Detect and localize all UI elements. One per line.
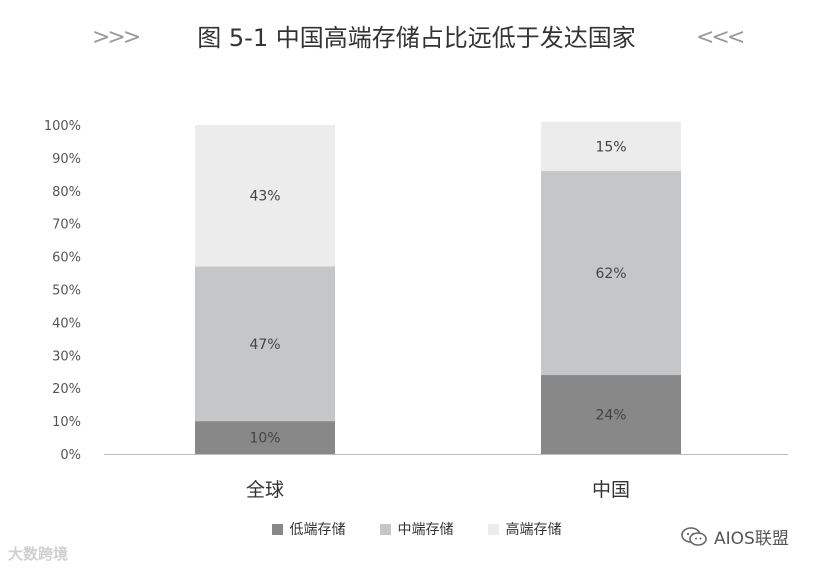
y-tick-label: 30% — [52, 349, 81, 364]
legend-swatch — [379, 523, 391, 535]
title-bar: >>> 图 5-1 中国高端存储占比远低于发达国家 <<< — [0, 18, 833, 58]
bar-segment — [541, 375, 681, 454]
legend: 低端存储 中端存储 高端存储 — [0, 519, 833, 539]
x-category-label: 中国 — [592, 479, 630, 501]
y-tick-label: 70% — [52, 218, 81, 233]
bar-segment — [195, 266, 335, 422]
legend-item: 中端存储 — [379, 519, 454, 539]
y-tick-label: 100% — [44, 119, 81, 134]
watermark-left: 大数跨境 — [8, 545, 69, 563]
legend-label: 中端存储 — [397, 522, 454, 538]
chart-title: 图 5-1 中国高端存储占比远低于发达国家 — [197, 24, 636, 52]
y-tick-label: 0% — [60, 448, 81, 463]
data-label: 24% — [595, 408, 626, 424]
wechat-icon — [681, 526, 707, 546]
bar-segment — [195, 125, 335, 267]
data-label: 15% — [595, 139, 626, 155]
x-axis-labels: 全球 中国 — [246, 479, 630, 501]
y-tick-label: 60% — [52, 251, 81, 266]
title-decoration-right: <<< — [696, 25, 745, 50]
bar-segment — [541, 171, 681, 376]
legend-swatch — [271, 523, 283, 535]
y-tick-label: 40% — [52, 316, 81, 331]
data-label: 47% — [249, 337, 280, 353]
legend-label: 高端存储 — [505, 522, 562, 538]
legend-item: 低端存储 — [271, 519, 346, 539]
legend-label: 低端存储 — [289, 522, 346, 538]
bars-group: 10% 47% 43% 24% 62% 15% — [195, 121, 681, 454]
data-label: 10% — [249, 431, 280, 447]
y-tick-label: 80% — [52, 185, 81, 200]
y-tick-label: 10% — [52, 415, 81, 430]
watermark-right: AIOS联盟 — [680, 524, 789, 549]
title-decoration-left: >>> — [92, 25, 141, 50]
data-label: 62% — [595, 266, 626, 282]
legend-swatch — [487, 523, 499, 535]
y-tick-label: 90% — [52, 152, 81, 167]
y-tick-label: 50% — [52, 284, 81, 299]
data-label: 43% — [249, 189, 280, 205]
watermark-right-label: AIOS联盟 — [714, 529, 789, 549]
legend-item: 高端存储 — [487, 519, 562, 539]
bar-segment — [195, 421, 335, 454]
x-category-label: 全球 — [246, 479, 284, 501]
y-tick-label: 20% — [52, 382, 81, 397]
bar-segment — [541, 121, 681, 172]
y-axis: 0% 10% 20% 30% 40% 50% 60% 70% 80% 90% 100% — [44, 119, 81, 463]
